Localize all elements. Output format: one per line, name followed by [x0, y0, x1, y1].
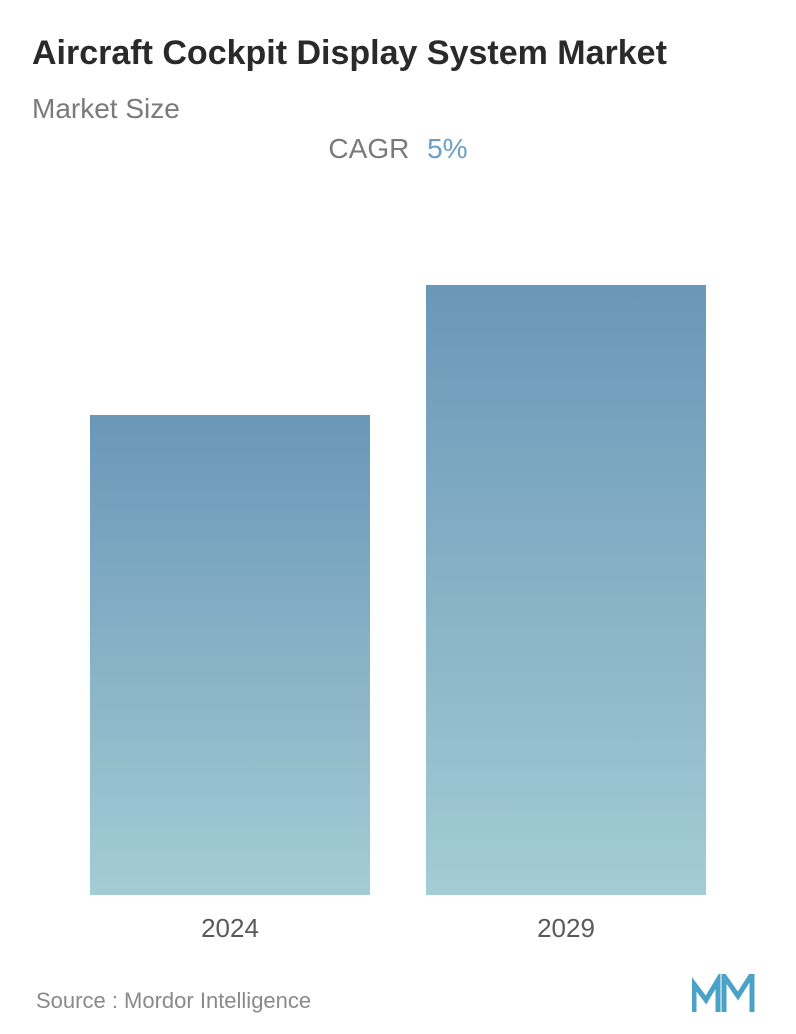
bar-2024 [90, 415, 370, 895]
chart-container: Aircraft Cockpit Display System Market M… [0, 0, 796, 1034]
chart-area: 2024 2029 [32, 185, 764, 945]
bar-label-2029: 2029 [537, 913, 595, 944]
source-text: Source : Mordor Intelligence [36, 988, 311, 1014]
mordor-logo-icon [692, 974, 760, 1014]
bar-label-2024: 2024 [201, 913, 259, 944]
chart-footer: Source : Mordor Intelligence [32, 974, 764, 1014]
chart-subtitle: Market Size [32, 93, 764, 125]
cagr-value: 5% [427, 133, 467, 164]
bar-group-2024: 2024 [90, 415, 370, 944]
bar-group-2029: 2029 [426, 285, 706, 944]
bar-2029 [426, 285, 706, 895]
chart-title: Aircraft Cockpit Display System Market [32, 32, 764, 75]
cagr-label: CAGR [328, 133, 409, 164]
cagr-row: CAGR 5% [32, 133, 764, 165]
